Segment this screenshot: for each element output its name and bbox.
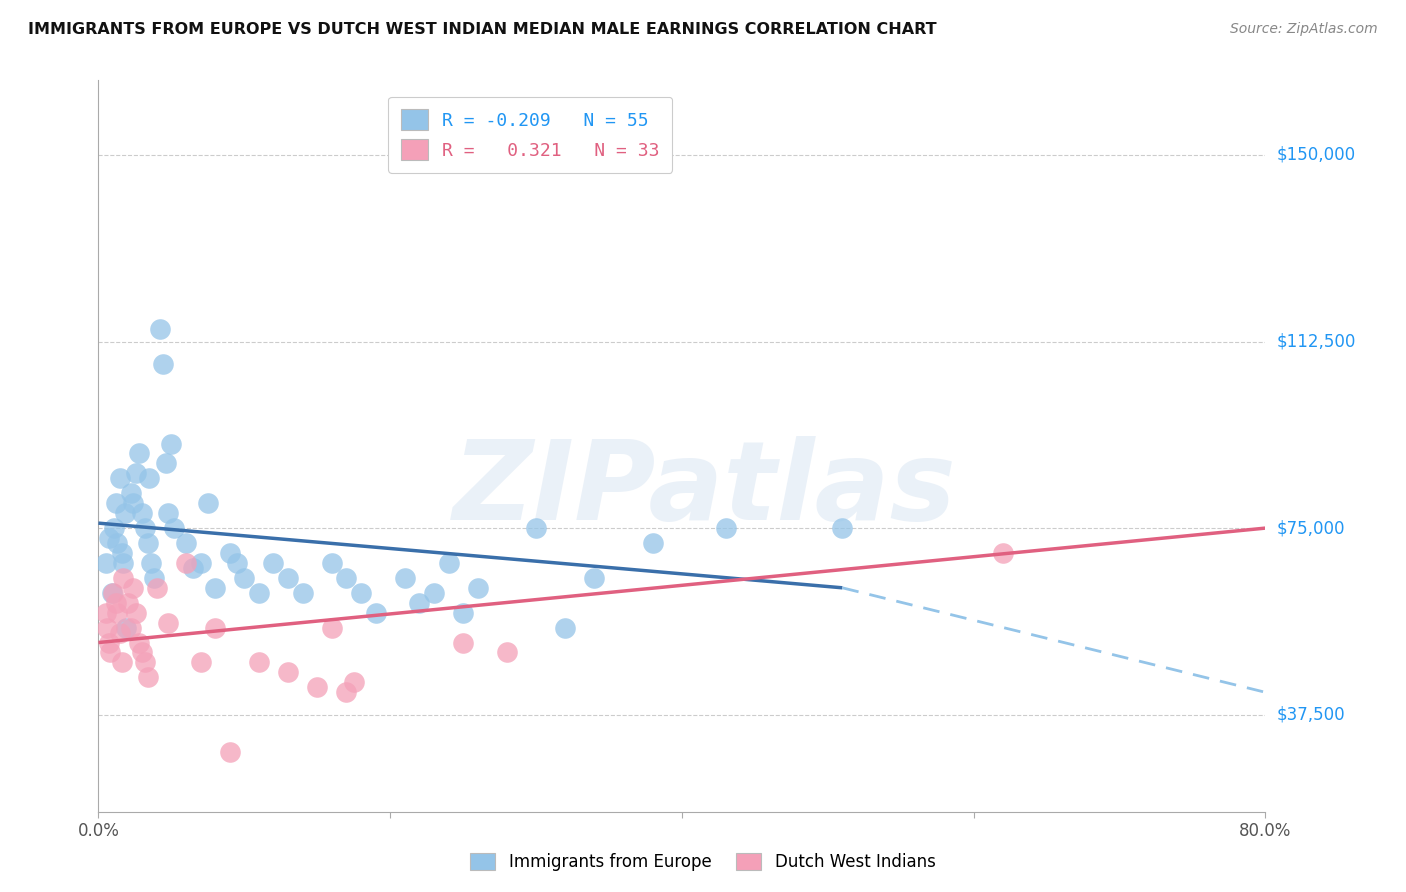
Point — [423, 586, 446, 600]
Point — [174, 536, 197, 550]
Point — [197, 496, 219, 510]
Point — [157, 615, 180, 630]
Point — [97, 635, 120, 649]
Text: $150,000: $150,000 — [1277, 146, 1355, 164]
Point — [131, 506, 153, 520]
Point — [163, 521, 186, 535]
Point — [190, 656, 212, 670]
Point — [128, 635, 150, 649]
Point — [94, 606, 117, 620]
Point — [136, 536, 159, 550]
Point — [233, 571, 256, 585]
Point — [97, 531, 120, 545]
Point — [149, 322, 172, 336]
Point — [394, 571, 416, 585]
Point — [105, 536, 128, 550]
Point — [134, 521, 156, 535]
Point — [991, 546, 1014, 560]
Point — [120, 486, 142, 500]
Point — [152, 357, 174, 371]
Point — [495, 645, 517, 659]
Point — [321, 556, 343, 570]
Point — [98, 645, 121, 659]
Point — [364, 606, 387, 620]
Point — [105, 606, 128, 620]
Point — [190, 556, 212, 570]
Point — [524, 521, 547, 535]
Point — [262, 556, 284, 570]
Point — [467, 581, 489, 595]
Point — [714, 521, 737, 535]
Point — [277, 571, 299, 585]
Point — [111, 656, 134, 670]
Legend: R = -0.209   N = 55, R =   0.321   N = 33: R = -0.209 N = 55, R = 0.321 N = 33 — [388, 96, 672, 173]
Text: $75,000: $75,000 — [1277, 519, 1346, 537]
Text: IMMIGRANTS FROM EUROPE VS DUTCH WEST INDIAN MEDIAN MALE EARNINGS CORRELATION CHA: IMMIGRANTS FROM EUROPE VS DUTCH WEST IND… — [28, 22, 936, 37]
Point — [134, 656, 156, 670]
Point — [408, 596, 430, 610]
Point — [104, 496, 127, 510]
Point — [157, 506, 180, 520]
Point — [321, 621, 343, 635]
Point — [247, 586, 270, 600]
Point — [218, 546, 240, 560]
Point — [111, 546, 134, 560]
Point — [350, 586, 373, 600]
Point — [335, 685, 357, 699]
Point — [204, 621, 226, 635]
Legend: Immigrants from Europe, Dutch West Indians: Immigrants from Europe, Dutch West India… — [463, 845, 943, 880]
Point — [451, 606, 474, 620]
Point — [138, 471, 160, 485]
Text: $112,500: $112,500 — [1277, 333, 1355, 351]
Point — [125, 467, 148, 481]
Point — [174, 556, 197, 570]
Point — [128, 446, 150, 460]
Point — [554, 621, 576, 635]
Point — [136, 670, 159, 684]
Point — [100, 586, 122, 600]
Point — [218, 745, 240, 759]
Point — [115, 621, 138, 635]
Point — [131, 645, 153, 659]
Point — [110, 625, 132, 640]
Point — [247, 656, 270, 670]
Point — [94, 556, 117, 570]
Point — [437, 556, 460, 570]
Point — [155, 457, 177, 471]
Point — [307, 681, 329, 695]
Point — [146, 581, 169, 595]
Point — [204, 581, 226, 595]
Point — [103, 521, 125, 535]
Text: ZIPatlas: ZIPatlas — [453, 436, 957, 543]
Point — [277, 665, 299, 680]
Point — [335, 571, 357, 585]
Point — [96, 621, 118, 635]
Point — [226, 556, 249, 570]
Point — [291, 586, 314, 600]
Point — [160, 436, 183, 450]
Point — [139, 556, 162, 570]
Point — [117, 596, 139, 610]
Point — [641, 536, 664, 550]
Point — [104, 596, 127, 610]
Text: Source: ZipAtlas.com: Source: ZipAtlas.com — [1230, 22, 1378, 37]
Point — [181, 561, 204, 575]
Point — [112, 571, 135, 585]
Point — [112, 556, 135, 570]
Point — [451, 635, 474, 649]
Point — [110, 471, 132, 485]
Point — [120, 621, 142, 635]
Point — [125, 606, 148, 620]
Point — [101, 586, 124, 600]
Point — [831, 521, 853, 535]
Text: $37,500: $37,500 — [1277, 706, 1346, 723]
Point — [114, 506, 136, 520]
Point — [122, 581, 145, 595]
Point — [142, 571, 165, 585]
Point — [583, 571, 606, 585]
Point — [343, 675, 366, 690]
Point — [122, 496, 145, 510]
